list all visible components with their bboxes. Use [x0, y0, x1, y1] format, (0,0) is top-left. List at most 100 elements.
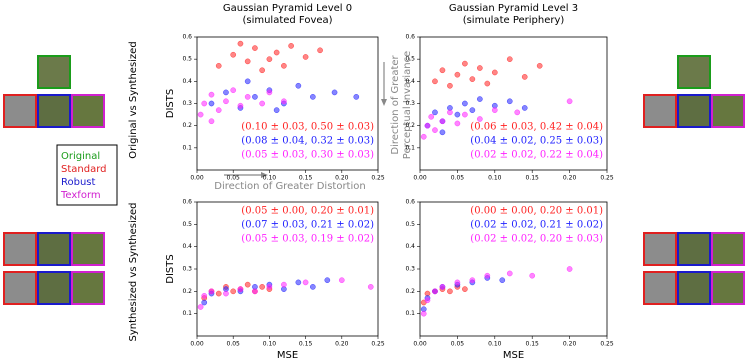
thumb — [643, 232, 677, 266]
x-tick-label: 0.10 — [263, 175, 277, 182]
scatter-point — [469, 76, 476, 82]
thumb — [3, 271, 37, 305]
thumb — [71, 271, 105, 305]
stat-label: (0.08 ± 0.04, 0.32 ± 0.03) — [241, 136, 374, 147]
scatter-point — [309, 94, 316, 100]
scatter-point — [338, 277, 345, 284]
y-tick-label: 0.4 — [405, 78, 415, 85]
thumb — [37, 271, 71, 305]
thumb — [71, 232, 105, 266]
x-tick-label: 0.10 — [488, 175, 502, 182]
scatter-point — [266, 56, 273, 63]
scatter-point — [215, 107, 222, 114]
scatter-point — [230, 87, 237, 94]
scatter-point — [529, 272, 536, 279]
scatter-point — [432, 78, 438, 85]
scatter-point — [324, 277, 331, 284]
x-tick-label: 0.15 — [299, 341, 313, 348]
scatter-point — [295, 279, 302, 286]
x-tick-label: 0.20 — [563, 341, 577, 348]
chart-title: Gaussian Pyramid Level 3 — [449, 3, 578, 14]
x-tick-label: 0.00 — [190, 175, 204, 182]
y-tick-label: 0.6 — [405, 34, 415, 41]
scatter-point — [223, 290, 229, 297]
x-tick-label: 0.15 — [526, 175, 540, 182]
scatter-point — [454, 279, 461, 286]
scatter-point — [266, 284, 273, 290]
x-tick-label: 0.05 — [451, 175, 465, 182]
scatter-point — [424, 297, 431, 304]
scatter-point — [197, 304, 204, 310]
scatter-point — [454, 120, 461, 127]
thumb — [3, 232, 37, 266]
thumb — [677, 271, 711, 305]
x-tick-label: 0.20 — [335, 341, 349, 348]
stat-label: (0.10 ± 0.03, 0.50 ± 0.03) — [241, 122, 374, 133]
scatter-point — [439, 284, 446, 290]
scatter-point — [252, 94, 258, 100]
scatter-point — [432, 288, 438, 295]
y-tick-label: 0.6 — [405, 199, 415, 206]
x-tick-label: 0.05 — [227, 175, 241, 182]
scatter-point — [462, 60, 468, 67]
y-tick-label: 0.1 — [182, 144, 192, 151]
y-axis-label: DISTS — [165, 89, 176, 118]
scatter-point — [491, 69, 498, 76]
scatter-point — [259, 100, 266, 107]
scatter-point — [244, 281, 251, 288]
scatter-point — [259, 67, 266, 74]
scatter-point — [273, 107, 280, 114]
y-tick-label: 0.1 — [405, 144, 415, 151]
x-tick-label: 0.10 — [263, 341, 277, 348]
scatter-point — [244, 58, 251, 65]
scatter-point — [266, 89, 273, 96]
annotation: Direction of Greater — [390, 54, 401, 154]
arrow-head — [261, 172, 268, 178]
scatter-point — [521, 105, 528, 111]
scatter-point — [447, 82, 453, 89]
legend-entry: Texform — [60, 190, 101, 201]
stat-label: (0.02 ± 0.02, 0.22 ± 0.04) — [470, 150, 603, 161]
scatter-point — [223, 89, 229, 96]
scatter-point — [201, 299, 208, 306]
stat-label: (0.00 ± 0.00, 0.20 ± 0.01) — [470, 206, 603, 217]
x-tick-label: 0.10 — [488, 341, 502, 348]
scatter-point — [439, 129, 446, 136]
scatter-point — [215, 290, 222, 297]
scatter-point — [259, 284, 266, 290]
scatter-point — [469, 277, 476, 284]
x-tick-label: 0.15 — [526, 341, 540, 348]
scatter-point — [331, 89, 338, 96]
stat-label: (0.05 ± 0.03, 0.19 ± 0.02) — [241, 234, 374, 245]
stat-label: (0.07 ± 0.03, 0.21 ± 0.02) — [241, 220, 374, 231]
thumb — [677, 94, 711, 128]
legend-entry: Standard — [61, 164, 107, 175]
x-tick-label: 0.25 — [600, 175, 614, 182]
thumb — [3, 94, 37, 128]
scatter-point — [244, 78, 251, 85]
thumb — [677, 55, 711, 89]
scatter-point — [428, 113, 435, 120]
stat-label: (0.02 ± 0.02, 0.21 ± 0.02) — [470, 220, 603, 231]
scatter-point — [237, 286, 244, 292]
x-tick-label: 0.25 — [371, 341, 385, 348]
chart-title: Gaussian Pyramid Level 0 — [223, 3, 352, 14]
x-tick-label: 0.25 — [371, 175, 385, 182]
x-tick-label: 0.15 — [299, 175, 313, 182]
scatter-point — [484, 80, 491, 87]
scatter-point — [506, 56, 513, 63]
scatter-point — [353, 94, 360, 100]
stat-label: (0.02 ± 0.02, 0.20 ± 0.03) — [470, 234, 603, 245]
y-tick-label: 0.6 — [182, 199, 192, 206]
scatter-point — [476, 116, 483, 122]
stat-label: (0.04 ± 0.02, 0.25 ± 0.03) — [470, 136, 603, 147]
scatter-point — [288, 43, 294, 49]
scatter-point — [215, 62, 222, 69]
scatter-point — [317, 47, 323, 54]
thumb — [711, 232, 745, 266]
thumb — [711, 94, 745, 128]
scatter-point — [521, 74, 528, 80]
scatter-point — [309, 284, 316, 290]
